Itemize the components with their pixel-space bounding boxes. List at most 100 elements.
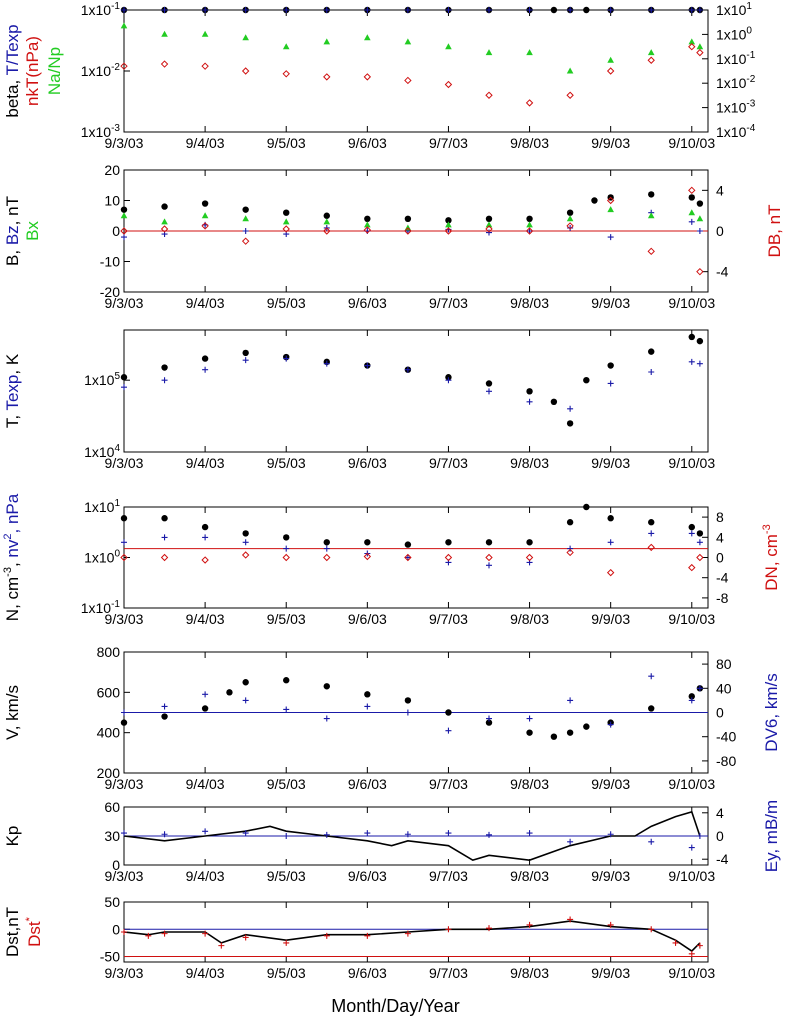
data-point [121, 709, 127, 716]
x-tick-label: 9/10/03 [668, 455, 715, 471]
data-point [242, 349, 249, 357]
x-tick-label: 9/6/03 [348, 776, 387, 792]
data-point [201, 62, 209, 70]
data-point [688, 950, 695, 957]
data-point [696, 553, 704, 562]
panel-frame [123, 9, 709, 133]
data-point [648, 191, 655, 198]
y2-tick-label: 4 [716, 529, 724, 545]
data-point [583, 723, 590, 730]
data-point [607, 206, 614, 213]
series-3 [120, 543, 704, 577]
data-point [161, 203, 168, 210]
data-point [648, 673, 655, 680]
data-point [688, 333, 695, 341]
data-point [120, 206, 128, 213]
x-tick-label: 9/4/03 [186, 611, 225, 627]
data-point [696, 43, 704, 50]
data-point [607, 362, 614, 369]
data-point [241, 551, 250, 559]
data-point [323, 360, 330, 367]
x-tick-label: 9/9/03 [591, 611, 630, 627]
data-point [696, 539, 703, 546]
data-point [688, 844, 695, 851]
data-point [364, 34, 371, 41]
data-point [550, 733, 558, 740]
data-point [688, 358, 695, 365]
y-tick-label: 1x105 [84, 371, 120, 388]
y-axis-label: N, cm-3​, nv2​, nPa [2, 493, 22, 621]
data-point [202, 828, 209, 835]
data-point [444, 553, 453, 562]
panel-3: 9/3/03 9/4/03 9/5/03 9/6/03 9/7/03 9/8/03 9/9/… [3, 329, 715, 471]
data-point [526, 830, 533, 837]
data-point [566, 67, 574, 74]
data-point [145, 932, 152, 939]
data-point [550, 398, 558, 406]
data-point [364, 221, 371, 228]
data-point [567, 838, 574, 845]
y2-tick-label: -4 [716, 570, 729, 586]
data-point [591, 197, 598, 204]
data-point [648, 369, 655, 376]
y-tick-label: 0 [112, 921, 120, 937]
data-point [364, 703, 371, 710]
data-point [566, 548, 574, 557]
data-point [526, 921, 533, 928]
data-point [242, 539, 249, 546]
data-point [323, 38, 331, 45]
data-point [120, 515, 128, 522]
data-point [647, 543, 655, 552]
series-2 [121, 209, 703, 241]
x-tick-label: 9/4/03 [186, 776, 225, 792]
data-point [161, 7, 168, 13]
y2-tick-label: 80 [716, 656, 732, 672]
data-point [648, 705, 655, 712]
y2-tick-label: 1x10-1 [716, 50, 756, 67]
data-point [160, 60, 169, 68]
x-tick-label: 9/7/03 [429, 455, 468, 471]
y-tick-label: 30 [104, 828, 120, 844]
x-tick-label: 9/4/03 [186, 868, 225, 884]
data-point [445, 926, 452, 933]
data-point [363, 552, 372, 561]
x-tick-label: 9/5/03 [267, 455, 306, 471]
data-point [607, 921, 614, 928]
data-point [404, 38, 412, 45]
data-point [688, 218, 695, 225]
y2-axis-label: Ey, mB/m [762, 800, 781, 872]
data-point [696, 48, 704, 57]
data-point [688, 194, 695, 201]
data-point [323, 539, 330, 546]
data-point [202, 7, 209, 13]
y-tick-label: 1x10-3 [81, 123, 121, 140]
data-point [283, 677, 290, 684]
data-point [526, 388, 533, 395]
data-point [202, 930, 209, 937]
data-point [364, 830, 371, 837]
x-tick-label: 9/5/03 [267, 868, 306, 884]
x-tick-label: 9/8/03 [510, 965, 549, 981]
series-1 [123, 920, 701, 953]
data-point [121, 830, 127, 837]
data-point [688, 693, 695, 700]
data-point [696, 942, 703, 949]
data-point [242, 34, 249, 41]
x-tick-label: 9/8/03 [510, 868, 549, 884]
y2-tick-label: 0 [716, 550, 724, 566]
data-point [283, 534, 290, 541]
data-point [526, 729, 533, 736]
data-point [566, 209, 574, 216]
data-point [688, 7, 695, 13]
y-axis-label: Dst,nT [3, 907, 22, 957]
data-point [323, 932, 330, 939]
y-tick-label: 1x10-1 [81, 1, 121, 18]
x-tick-label: 9/9/03 [591, 295, 630, 311]
data-point [120, 553, 128, 562]
data-point [445, 221, 452, 228]
data-point [566, 729, 574, 736]
data-point [161, 515, 168, 522]
data-point [242, 679, 249, 686]
data-point [607, 539, 614, 546]
data-point [566, 215, 574, 222]
